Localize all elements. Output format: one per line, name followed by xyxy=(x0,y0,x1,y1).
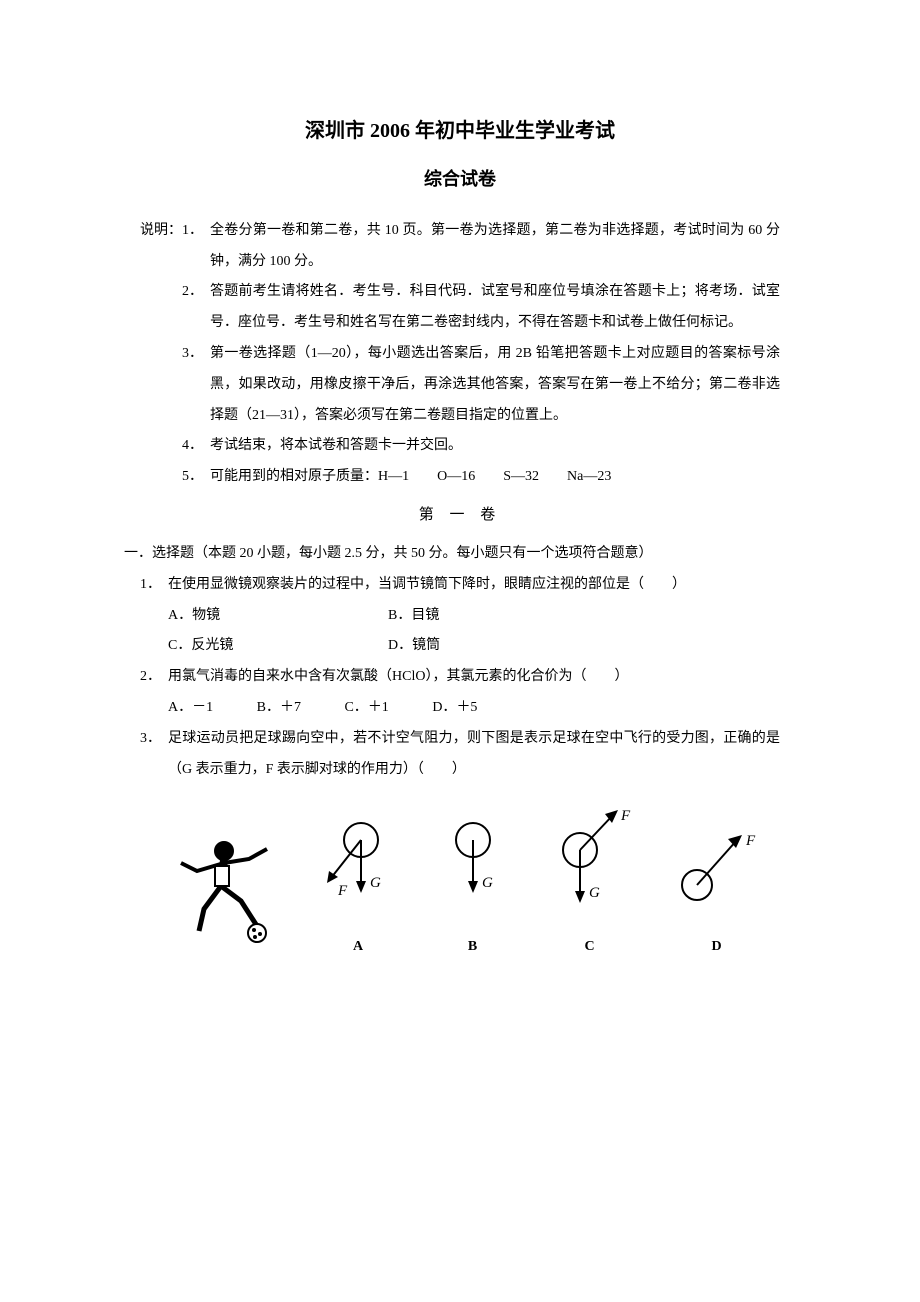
q2-opt-b: B．＋7 xyxy=(257,693,301,724)
g-label: G xyxy=(482,875,493,891)
q3-fig-b-label: B xyxy=(438,932,508,963)
instr-num-5: 5． xyxy=(182,462,210,493)
instr-text-5: 可能用到的相对原子质量：H—1 O—16 S—32 Na—23 xyxy=(210,462,780,493)
q2-opt-d: D．＋5 xyxy=(432,693,477,724)
instr-num-1: 1． xyxy=(182,216,210,278)
q3-figure-row: G F A G B G xyxy=(140,785,780,963)
q3-fig-a: G F A xyxy=(316,815,401,963)
section-header: 一．选择题（本题 20 小题，每小题 2.5 分，共 50 分。每小题只有一个选… xyxy=(124,539,780,570)
f-label: F xyxy=(337,883,348,899)
instr-text-3: 第一卷选择题（1—20），每小题选出答案后，用 2B 铅笔把答题卡上对应题目的答… xyxy=(210,339,780,431)
q1-text: 在使用显微镜观察装片的过程中，当调节镜筒下降时，眼睛应注视的部位是（ ） xyxy=(168,570,780,601)
instr-text-1: 全卷分第一卷和第二卷，共 10 页。第一卷为选择题，第二卷为非选择题，考试时间为… xyxy=(210,216,780,278)
q2-num: 2． xyxy=(140,662,168,693)
q3-player-figure xyxy=(169,831,279,963)
q1-opt-d: D．镜筒 xyxy=(388,631,608,662)
volume-title: 第 一 卷 xyxy=(140,503,780,527)
instructions-block: 说明： 1． 全卷分第一卷和第二卷，共 10 页。第一卷为选择题，第二卷为非选择… xyxy=(140,216,780,493)
question-2: 2． 用氯气消毒的自来水中含有次氯酸（HClO），其氯元素的化合价为（ ） A．… xyxy=(140,662,780,724)
q3-fig-c: G F C xyxy=(545,805,635,963)
exam-subtitle: 综合试卷 xyxy=(140,165,780,194)
q3-fig-c-label: C xyxy=(545,932,635,963)
q3-text: 足球运动员把足球踢向空中，若不计空气阻力，则下图是表示足球在空中飞行的受力图，正… xyxy=(168,724,780,786)
instr-num-2: 2． xyxy=(182,277,210,339)
instructions-label: 说明： xyxy=(140,216,182,278)
g-label: G xyxy=(589,885,600,901)
instr-num-3: 3． xyxy=(182,339,210,431)
q3-fig-d-label: D xyxy=(672,932,762,963)
question-3: 3． 足球运动员把足球踢向空中，若不计空气阻力，则下图是表示足球在空中飞行的受力… xyxy=(140,724,780,963)
f-label: F xyxy=(620,808,631,824)
q1-opt-c: C．反光镜 xyxy=(168,631,388,662)
q3-fig-b: G B xyxy=(438,815,508,963)
q3-num: 3． xyxy=(140,724,168,786)
q2-opt-c: C．＋1 xyxy=(344,693,388,724)
q3-fig-a-label: A xyxy=(316,932,401,963)
instr-text-2: 答题前考生请将姓名．考生号．科目代码．试室号和座位号填涂在答题卡上；将考场．试室… xyxy=(210,277,780,339)
g-label: G xyxy=(370,875,381,891)
q1-opt-a: A．物镜 xyxy=(168,601,388,632)
question-1: 1． 在使用显微镜观察装片的过程中，当调节镜筒下降时，眼睛应注视的部位是（ ） … xyxy=(140,570,780,662)
q2-text: 用氯气消毒的自来水中含有次氯酸（HClO），其氯元素的化合价为（ ） xyxy=(168,662,780,693)
q3-fig-d: F D xyxy=(672,815,762,963)
instr-num-4: 4． xyxy=(182,431,210,462)
q1-num: 1． xyxy=(140,570,168,601)
instr-text-4: 考试结束，将本试卷和答题卡一并交回。 xyxy=(210,431,780,462)
exam-title: 深圳市 2006 年初中毕业生学业考试 xyxy=(140,115,780,147)
q2-opt-a: A．－1 xyxy=(168,693,213,724)
f-label: F xyxy=(745,833,756,849)
q1-opt-b: B．目镜 xyxy=(388,601,608,632)
